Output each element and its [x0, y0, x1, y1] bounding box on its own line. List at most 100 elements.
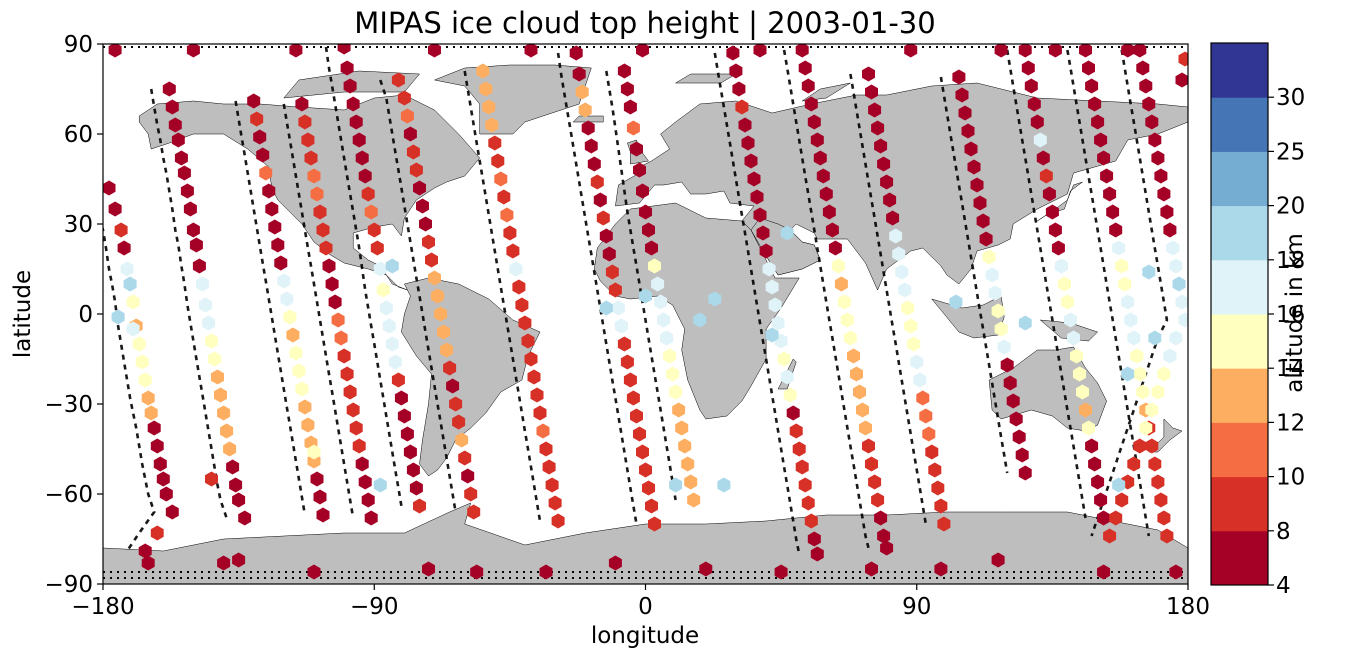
cloud-point — [1154, 168, 1168, 184]
colorbar-tick-label: 20 — [1276, 194, 1305, 220]
cloud-point — [620, 354, 634, 370]
cloud-point — [645, 498, 658, 514]
cloud-point — [208, 351, 221, 367]
cloud-point — [1045, 204, 1059, 220]
x-tick-label: 90 — [902, 594, 931, 620]
cloud-point — [1051, 240, 1065, 256]
cloud-point — [467, 504, 481, 520]
cloud-point — [1003, 375, 1017, 391]
cloud-point — [355, 456, 369, 472]
cloud-point — [994, 321, 1008, 337]
cloud-point — [416, 198, 429, 214]
cloud-point — [904, 44, 918, 58]
cloud-point — [813, 150, 827, 166]
cloud-point — [1172, 276, 1186, 292]
cloud-point — [874, 510, 888, 526]
cloud-point — [358, 168, 372, 184]
cloud-point — [726, 45, 740, 61]
cloud-point — [955, 87, 969, 103]
cloud-point — [1133, 366, 1147, 382]
cloud-point — [482, 99, 496, 115]
cloud-point — [419, 216, 432, 232]
cloud-point — [1018, 44, 1032, 58]
cloud-point — [307, 564, 321, 580]
cloud-point — [783, 387, 797, 403]
cloud-point — [428, 270, 441, 286]
cloud-point — [569, 45, 583, 61]
cloud-point — [202, 315, 215, 331]
cloud-point — [1085, 438, 1099, 454]
cloud-point — [385, 336, 399, 352]
cloud-point — [804, 96, 818, 112]
cloud-point — [789, 423, 803, 439]
cloud-point — [1097, 150, 1111, 166]
cloud-point — [1151, 384, 1165, 400]
cloud-point — [1148, 132, 1162, 148]
cloud-point — [1024, 78, 1038, 94]
cloud-point — [1091, 114, 1105, 130]
cloud-point — [732, 81, 746, 97]
cloud-point — [313, 204, 327, 220]
x-axis-ticks: −180 −90 0 90 180 — [71, 584, 1210, 620]
cloud-point — [1163, 348, 1177, 364]
cloud-point — [147, 420, 161, 436]
cloud-point — [1057, 276, 1071, 292]
cloud-point — [1139, 78, 1153, 94]
cloud-point — [874, 138, 888, 154]
cloud-point — [485, 117, 499, 133]
cloud-point — [572, 66, 586, 82]
cloud-point — [768, 297, 782, 313]
colorbar-tick-label: 12 — [1276, 410, 1305, 436]
cloud-point — [862, 438, 875, 454]
cloud-point — [217, 555, 231, 571]
cloud-point — [409, 480, 423, 496]
cloud-point — [370, 240, 384, 256]
cloud-point — [500, 207, 514, 223]
cloud-point — [530, 387, 544, 403]
cloud-point — [464, 486, 478, 502]
colorbar-band — [1211, 422, 1268, 478]
cloud-point — [608, 555, 622, 571]
colorbar-band — [1211, 43, 1268, 98]
cloud-point — [587, 156, 601, 172]
cloud-point — [895, 264, 909, 280]
cloud-point — [186, 44, 200, 58]
colorbar-tick-label: 18 — [1276, 248, 1305, 274]
cloud-point — [636, 444, 649, 460]
cloud-point — [271, 237, 285, 253]
cloud-point — [548, 495, 562, 511]
cloud-point — [1166, 240, 1180, 256]
cloud-point — [642, 480, 655, 496]
cloud-point — [385, 258, 399, 274]
cloud-point — [982, 249, 996, 265]
cloud-point — [735, 99, 749, 115]
cloud-point — [850, 366, 863, 382]
cloud-point — [159, 486, 173, 502]
cloud-point — [675, 420, 689, 436]
y-axis-ticks: −90 −60 −30 0 30 60 90 — [44, 32, 103, 598]
cloud-point — [937, 516, 951, 532]
cloud-point — [822, 204, 836, 220]
land-greenland — [433, 64, 592, 135]
cloud-point — [780, 369, 794, 385]
cloud-point — [617, 336, 631, 352]
cloud-point — [759, 243, 773, 259]
cloud-point — [391, 372, 405, 388]
cloud-point — [373, 477, 387, 493]
cloud-point — [361, 492, 375, 508]
cloud-point — [126, 294, 140, 310]
cloud-point — [871, 492, 885, 508]
cloud-point — [232, 492, 246, 508]
cloud-point — [322, 258, 336, 274]
cloud-point — [801, 78, 815, 94]
cloud-point — [1079, 402, 1092, 418]
cloud-point — [599, 300, 613, 316]
colorbar-band — [1211, 368, 1268, 423]
cloud-point — [810, 132, 824, 148]
cloud-point — [409, 162, 423, 178]
cloud-point — [437, 324, 451, 340]
cloud-point — [307, 168, 321, 184]
cloud-point — [1000, 357, 1014, 373]
cloud-point — [919, 408, 933, 424]
cloud-point — [183, 201, 197, 217]
